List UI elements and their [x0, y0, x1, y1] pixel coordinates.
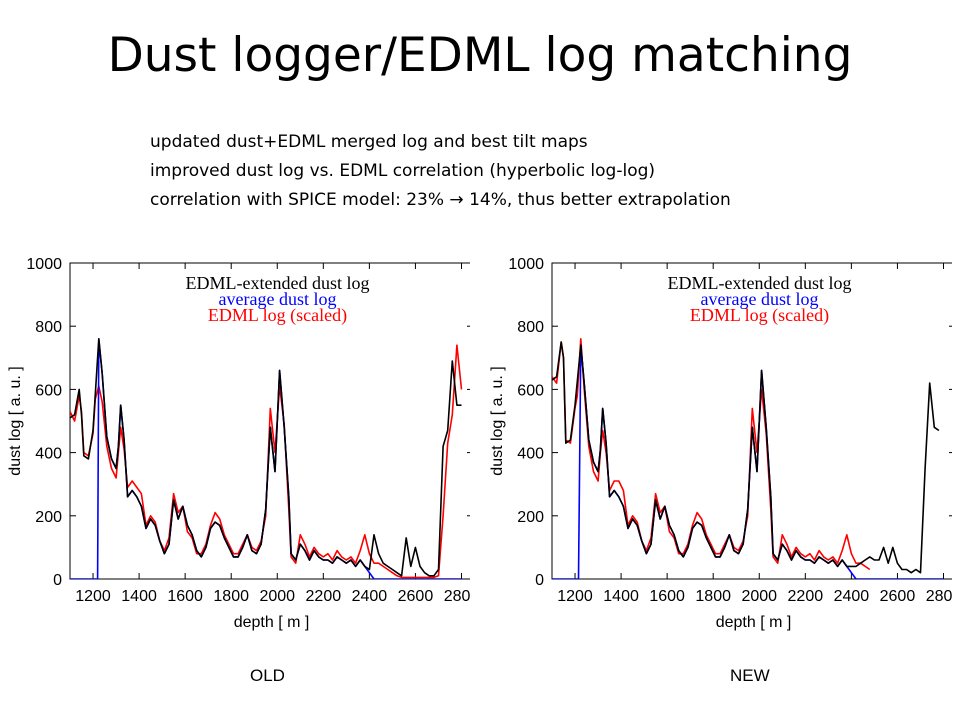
- series-line-edml-log-scaled: [552, 338, 871, 571]
- caption-new: NEW: [730, 666, 770, 685]
- series-line-average-dust-log: [552, 344, 944, 579]
- x-tick-label: 1600: [167, 588, 203, 605]
- bullet-item: updated dust+EDML merged log and best ti…: [150, 132, 588, 152]
- y-tick-label: 400: [517, 446, 544, 463]
- x-tick-label: 2800: [926, 588, 952, 605]
- x-tick-label: 2400: [834, 588, 870, 605]
- y-tick-label: 200: [517, 509, 544, 526]
- chart-new: 0 200 400 600 800 1000 1200 1400 1600 1800 2000 220…: [482, 255, 952, 635]
- bullet-item: improved dust log vs. EDML correlation (…: [150, 161, 656, 181]
- bullet-list: updated dust+EDML merged log and best ti…: [150, 128, 731, 215]
- series-line-edml-log-scaled: [70, 344, 463, 579]
- y-tick-label: 1000: [26, 256, 62, 273]
- legend-entry: EDML log (scaled): [208, 305, 347, 326]
- x-tick-label: 2200: [306, 588, 342, 605]
- x-tick-label: 2000: [259, 588, 295, 605]
- y-tick-label: 1000: [508, 256, 544, 273]
- y-tick-label: 800: [517, 319, 544, 336]
- legend-entry: EDML-extended dust log: [186, 273, 370, 293]
- legend-entry: average dust log: [219, 289, 337, 309]
- series-line-edml-extended-dust-log: [70, 338, 462, 577]
- x-tick-label: 2200: [788, 588, 824, 605]
- x-tick-label: 1400: [121, 588, 157, 605]
- x-tick-label: 2800: [444, 588, 470, 605]
- x-tick-label: 2600: [880, 588, 916, 605]
- x-tick-label: 1600: [649, 588, 685, 605]
- x-tick-label: 2600: [398, 588, 434, 605]
- chart-old: 0 200 400 600 800 1000 1200 1400 1600 1800 2000 220…: [0, 255, 470, 635]
- series-line-edml-extended-dust-log: [552, 341, 940, 574]
- caption-old: OLD: [250, 666, 285, 685]
- bullet-item: correlation with SPICE model: 23% → 14%,…: [150, 190, 731, 210]
- y-axis-label: dust log [ a. u. ]: [489, 366, 506, 475]
- y-tick-label: 600: [35, 382, 62, 399]
- plot-frame: [551, 262, 952, 580]
- series-line-average-dust-log: [70, 338, 462, 579]
- legend-entry: EDML-extended dust log: [668, 273, 852, 293]
- x-tick-label: 2000: [741, 588, 777, 605]
- y-axis-label: dust log [ a. u. ]: [7, 366, 24, 475]
- x-tick-label: 1200: [75, 588, 111, 605]
- x-tick-label: 1200: [557, 588, 593, 605]
- chart-svg: 0 200 400 600 800 1000 1200 1400 1600 1800 2000 220…: [7, 256, 470, 631]
- plot-frame: [69, 262, 470, 580]
- x-tick-label: 1800: [695, 588, 731, 605]
- slide-title: Dust logger/EDML log matching: [107, 28, 853, 83]
- legend-entry: EDML log (scaled): [690, 305, 829, 326]
- x-axis-label: depth [ m ]: [716, 614, 792, 631]
- x-tick-label: 1800: [213, 588, 249, 605]
- x-tick-label: 1400: [603, 588, 639, 605]
- legend-entry: average dust log: [701, 289, 819, 309]
- y-tick-label: 0: [53, 572, 62, 589]
- x-axis-label: depth [ m ]: [234, 614, 310, 631]
- x-tick-label: 2400: [352, 588, 388, 605]
- y-tick-label: 800: [35, 319, 62, 336]
- y-tick-label: 400: [35, 446, 62, 463]
- y-tick-label: 600: [517, 382, 544, 399]
- y-tick-label: 200: [35, 509, 62, 526]
- chart-svg: 0 200 400 600 800 1000 1200 1400 1600 1800 2000 220…: [489, 256, 952, 631]
- y-tick-label: 0: [535, 572, 544, 589]
